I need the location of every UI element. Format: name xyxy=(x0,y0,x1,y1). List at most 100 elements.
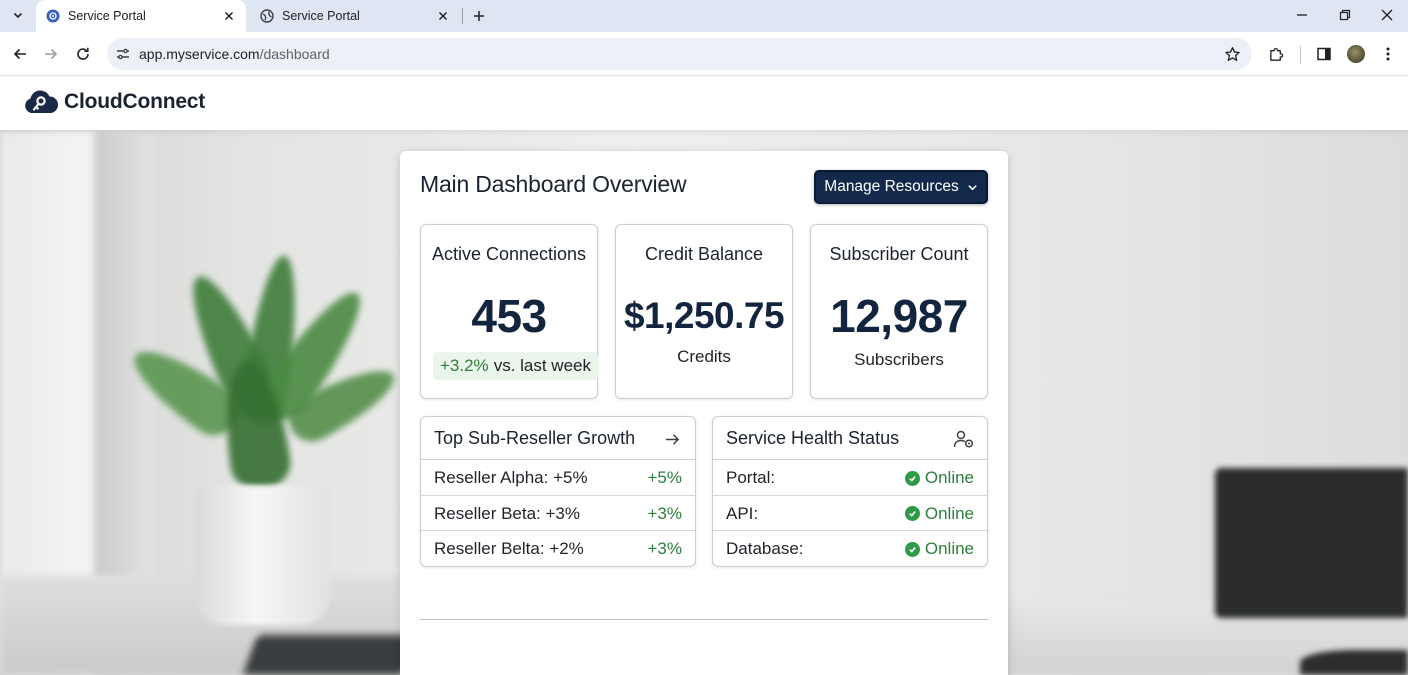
status-text: Online xyxy=(924,503,974,523)
service-name: Portal: xyxy=(726,468,776,487)
arrow-right-icon xyxy=(45,48,58,60)
manage-resources-label: Manage Resources xyxy=(824,178,959,195)
user-settings-icon xyxy=(953,430,974,448)
window-close-button[interactable] xyxy=(1369,2,1405,28)
chevron-down-icon xyxy=(13,12,23,19)
reseller-growth: +3% xyxy=(647,539,683,558)
reseller-name: Reseller Belta: +2% xyxy=(434,539,584,558)
stat-label: Subscriber Count xyxy=(829,244,969,264)
health-settings-button[interactable] xyxy=(953,428,975,450)
service-status: Online xyxy=(904,503,974,524)
url-text: app.myservice.com/dashboard xyxy=(139,46,330,62)
site-info-icon[interactable] xyxy=(114,45,132,63)
tab-separator xyxy=(462,8,463,24)
puzzle-icon xyxy=(1269,47,1283,61)
service-name: Database: xyxy=(726,539,804,558)
arrow-left-icon xyxy=(13,48,26,60)
new-tab-button[interactable] xyxy=(467,4,491,28)
status-text: Online xyxy=(924,539,974,558)
forward-button[interactable] xyxy=(37,40,65,68)
bg-monitor xyxy=(1215,468,1408,618)
minimize-button[interactable] xyxy=(1284,2,1320,28)
sub-reseller-growth-panel: Top Sub-Reseller Growth Reseller Alpha: … xyxy=(420,416,696,567)
tab-close-button[interactable] xyxy=(220,7,238,25)
tab-service-portal[interactable]: Service Portal xyxy=(250,0,460,32)
stat-value: 12,987 xyxy=(830,290,968,342)
service-name: API: xyxy=(726,503,759,523)
tab-title: Service Portal xyxy=(68,9,146,23)
list-item: Portal: Online xyxy=(713,460,987,496)
stat-value: 453 xyxy=(471,290,547,342)
restore-icon xyxy=(1339,9,1351,21)
stat-subscriber-count: Subscriber Count 12,987 Subscribers xyxy=(810,224,988,399)
stat-unit: Credits xyxy=(677,347,731,366)
list-item: API: Online xyxy=(713,496,987,531)
stat-label: Credit Balance xyxy=(644,244,764,264)
status-text: Online xyxy=(924,468,974,487)
dashboard-card: Main Dashboard Overview Manage Resources… xyxy=(400,151,1008,675)
trend-badge: +3.2% vs. last week xyxy=(433,352,598,380)
browser-toolbar: app.myservice.com/dashboard xyxy=(0,32,1408,76)
app-header: CloudConnect xyxy=(0,77,1408,130)
bg-laptop xyxy=(242,635,418,675)
bg-object xyxy=(1300,650,1408,675)
panel-header: Service Health Status xyxy=(713,417,987,460)
panel-title: Service Health Status xyxy=(726,428,900,448)
stat-value: $1,250.75 xyxy=(623,295,785,336)
list-item: Reseller Alpha: +5% +5% xyxy=(421,460,695,496)
reseller-name: Reseller Alpha: +5% xyxy=(434,468,588,487)
arrow-right-icon xyxy=(665,433,679,445)
portal-favicon-icon xyxy=(46,9,60,23)
chevron-down-icon xyxy=(967,184,977,190)
address-bar[interactable]: app.myservice.com/dashboard xyxy=(107,38,1252,70)
back-button[interactable] xyxy=(6,40,34,68)
tab-title: Service Portal xyxy=(282,9,360,23)
trend-percent: +3.2% xyxy=(440,356,489,375)
extensions-button[interactable] xyxy=(1262,40,1290,68)
profile-button[interactable] xyxy=(1342,40,1370,68)
reload-icon xyxy=(77,47,89,60)
manage-resources-button[interactable]: Manage Resources xyxy=(814,170,988,204)
url-path: /dashboard xyxy=(259,46,330,62)
page-title: Main Dashboard Overview xyxy=(420,171,687,197)
url-host: app.myservice.com xyxy=(139,46,260,62)
trend-text: vs. last week xyxy=(493,356,591,375)
globe-icon xyxy=(260,9,274,23)
bookmark-star-button[interactable] xyxy=(1222,44,1242,64)
brand-logo[interactable]: CloudConnect xyxy=(22,88,205,116)
reseller-name: Reseller Beta: +3% xyxy=(434,503,580,523)
divider xyxy=(420,619,988,620)
service-status: Online xyxy=(904,468,974,488)
tab-search-button[interactable] xyxy=(6,4,30,26)
reload-button[interactable] xyxy=(69,40,97,68)
check-circle-icon xyxy=(904,470,920,486)
avatar xyxy=(1347,45,1365,63)
bg-plant-pot xyxy=(195,485,330,625)
close-icon xyxy=(1381,9,1393,21)
browser-menu-button[interactable] xyxy=(1374,40,1402,68)
stat-label: Active Connections xyxy=(431,244,587,264)
toolbar-divider xyxy=(1300,46,1301,64)
stat-credit-balance: Credit Balance $1,250.75 Credits xyxy=(615,224,793,399)
panel-header: Top Sub-Reseller Growth xyxy=(421,417,695,460)
service-health-panel: Service Health Status Portal: Online API… xyxy=(712,416,988,567)
side-panel-button[interactable] xyxy=(1310,40,1338,68)
list-item: Database: Online xyxy=(713,531,987,566)
view-growth-button[interactable] xyxy=(661,428,683,450)
tab-close-button[interactable] xyxy=(434,7,452,25)
service-status: Online xyxy=(904,539,974,559)
check-circle-icon xyxy=(904,541,920,557)
brand-name: CloudConnect xyxy=(64,90,206,113)
close-icon xyxy=(224,11,234,21)
restore-button[interactable] xyxy=(1327,2,1363,28)
plus-icon xyxy=(474,11,484,21)
minimize-icon xyxy=(1297,14,1307,16)
stat-unit: Subscribers xyxy=(854,350,944,369)
tab-service-portal-active[interactable]: Service Portal xyxy=(36,0,246,32)
list-item: Reseller Beta: +3% +3% xyxy=(421,496,695,531)
more-vert-icon xyxy=(1386,47,1390,61)
side-panel-icon xyxy=(1317,47,1331,61)
list-item: Reseller Belta: +2% +3% xyxy=(421,531,695,566)
check-circle-icon xyxy=(904,506,920,521)
star-icon xyxy=(1224,46,1240,61)
